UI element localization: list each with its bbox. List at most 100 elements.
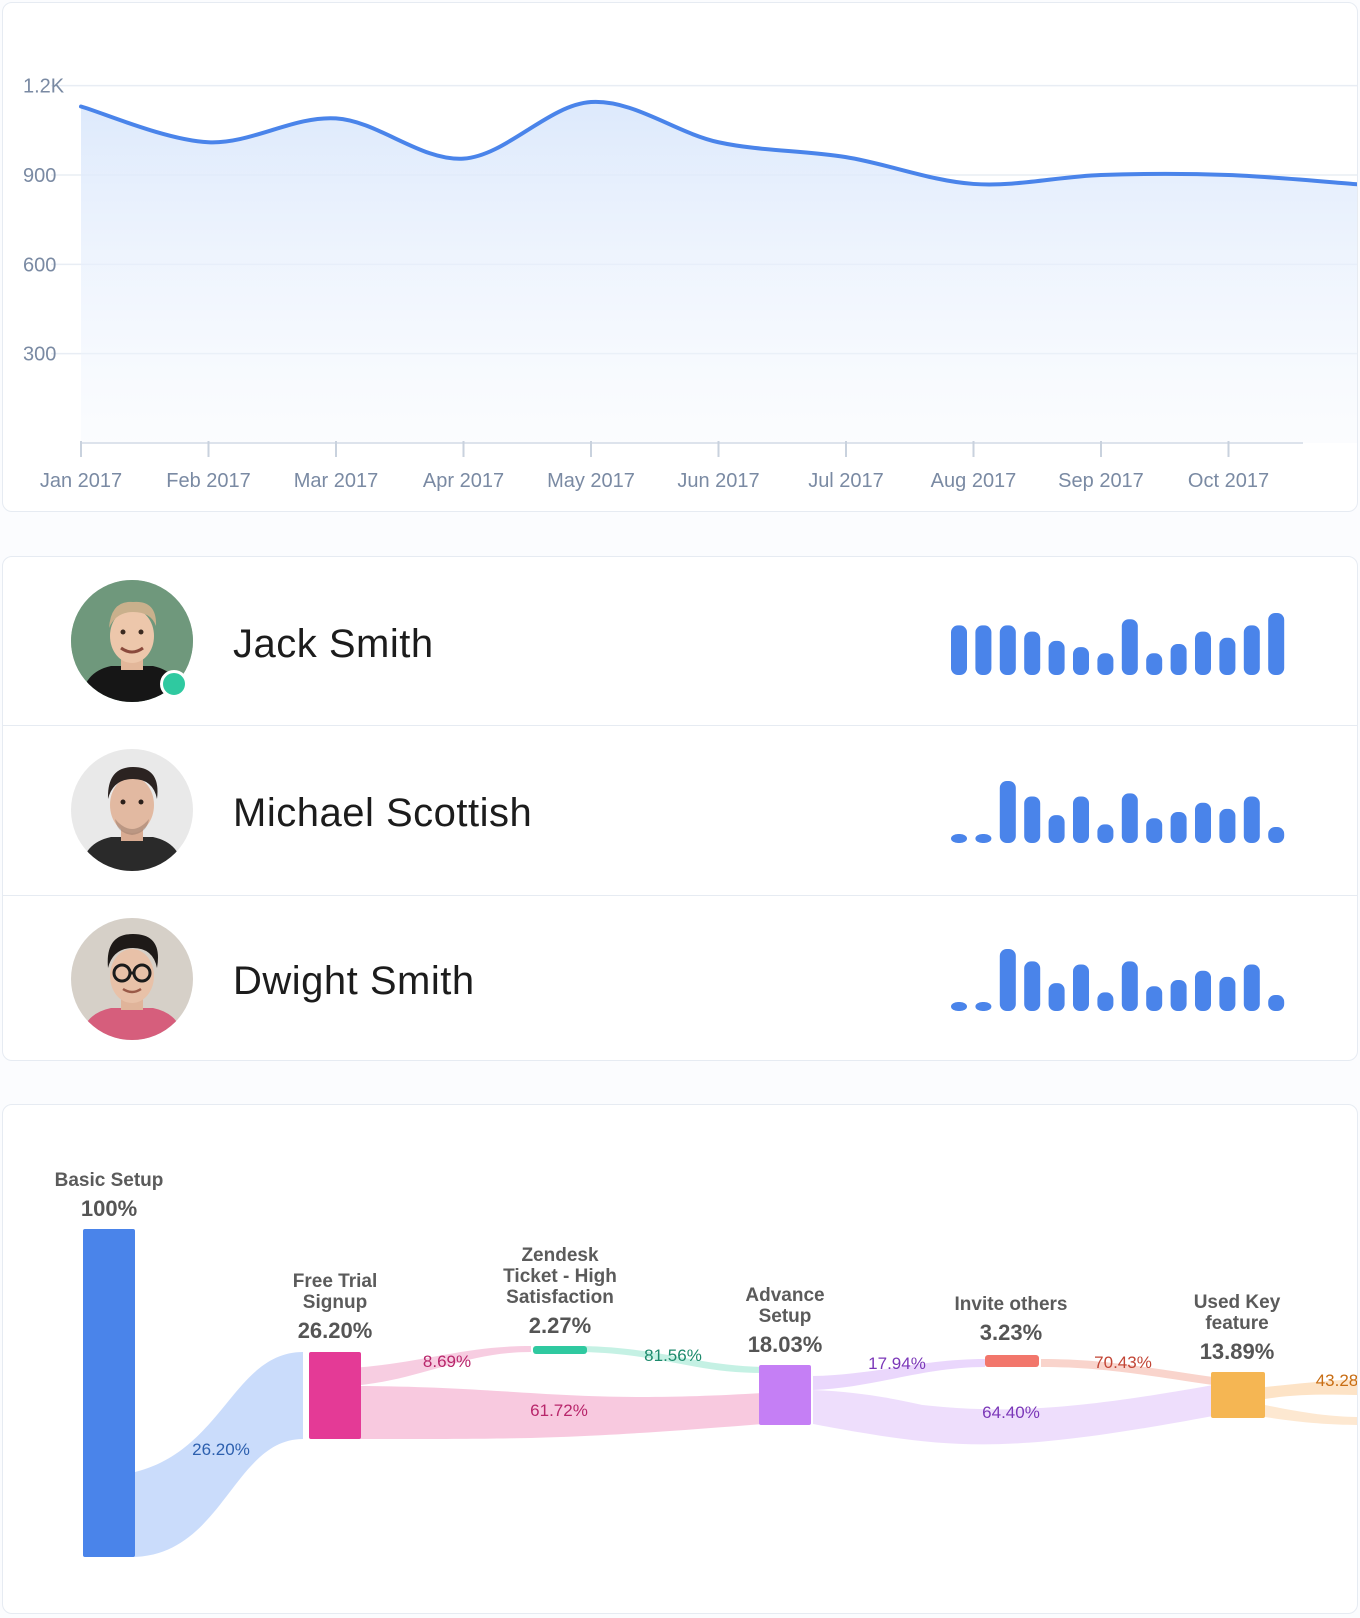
- flow-link: [351, 1386, 763, 1440]
- activity-bar: [1024, 796, 1041, 843]
- activity-bar: [1219, 976, 1236, 1011]
- link-label: 70.43%: [1094, 1353, 1152, 1372]
- node-value: 18.03%: [748, 1332, 823, 1357]
- activity-bar: [1097, 653, 1114, 675]
- activity-bar: [1121, 619, 1138, 675]
- node-label: Ticket - High: [503, 1266, 617, 1287]
- person-name: Jack Smith: [233, 622, 434, 666]
- node-label: Invite others: [955, 1294, 1068, 1315]
- person-name: Michael Scottish: [233, 791, 533, 835]
- activity-bar: [951, 834, 967, 843]
- activity-bar: [999, 781, 1016, 843]
- chart-area-fill: [81, 102, 1357, 443]
- x-tick-label: Jul 2017: [808, 470, 884, 492]
- node-label: Zendesk: [521, 1245, 599, 1266]
- activity-bar: [1219, 808, 1236, 843]
- node-value: 3.23%: [980, 1320, 1042, 1345]
- activity-bar: [999, 625, 1016, 675]
- node-label: Used Key: [1194, 1292, 1281, 1313]
- chart-series-line: [79, 100, 1357, 187]
- activity-bar: [951, 625, 967, 675]
- node-value: 13.89%: [1200, 1339, 1275, 1364]
- x-tick-label: Aug 2017: [931, 470, 1017, 492]
- x-tick-label: Sep 2017: [1058, 470, 1144, 492]
- activity-bar: [1268, 995, 1285, 1011]
- person-name: Dwight Smith: [233, 959, 475, 1003]
- x-tick-label: May 2017: [547, 470, 635, 492]
- avatar: [71, 749, 193, 871]
- online-status-badge: [160, 670, 188, 698]
- flow-link: [813, 1385, 1213, 1445]
- node-label: feature: [1205, 1313, 1268, 1334]
- x-tick-label: Jun 2017: [677, 470, 759, 492]
- flow-link: [1265, 1379, 1357, 1399]
- link-label: 64.40%: [982, 1403, 1040, 1422]
- activity-bar: [975, 834, 992, 843]
- link-label: 8.69%: [423, 1352, 471, 1371]
- activity-bar: [1146, 653, 1163, 675]
- funnel-node-zendesk-ticket[interactable]: [533, 1346, 587, 1354]
- person-avatar-icon: [71, 918, 193, 1040]
- activity-bar: [1243, 625, 1260, 675]
- link-label: 61.72%: [530, 1401, 588, 1420]
- funnel-node-advance-setup[interactable]: [759, 1365, 811, 1425]
- node-label: Basic Setup: [55, 1170, 164, 1191]
- activity-bar: [1024, 961, 1041, 1011]
- node-label: Advance: [745, 1285, 824, 1306]
- activity-sparkline: [951, 613, 1285, 675]
- activity-bar: [951, 1002, 967, 1011]
- activity-bar: [1170, 644, 1187, 675]
- activity-bar: [1048, 640, 1065, 675]
- activity-bar: [1195, 970, 1211, 1011]
- y-tick-label: 1.2K: [23, 76, 65, 98]
- flow-link: [583, 1346, 763, 1373]
- activity-bar: [1146, 986, 1163, 1011]
- activity-bar: [1048, 815, 1065, 843]
- x-tick-label: Oct 2017: [1188, 470, 1269, 492]
- funnel-node-free-trial-signup[interactable]: [309, 1352, 361, 1439]
- node-label: Satisfaction: [506, 1287, 614, 1308]
- activity-bar: [1073, 964, 1089, 1011]
- node-label: Setup: [759, 1306, 812, 1327]
- x-tick-label: Feb 2017: [166, 470, 251, 492]
- funnel-chart: Basic Setup 100% Free Trial Signup 26.20…: [55, 1170, 1357, 1557]
- activity-bar: [1097, 992, 1114, 1011]
- flow-link: [813, 1359, 985, 1390]
- node-value: 100%: [81, 1196, 137, 1221]
- activity-bar: [975, 625, 992, 675]
- link-label: 81.56%: [644, 1346, 702, 1365]
- activity-bar: [1146, 818, 1163, 843]
- activity-bar: [1243, 964, 1260, 1011]
- activity-bar: [1073, 796, 1089, 843]
- person-row[interactable]: Dwight Smith: [3, 895, 1357, 1060]
- funnel-node-basic-setup[interactable]: [83, 1229, 135, 1557]
- link-label: 17.94%: [868, 1354, 926, 1373]
- activity-bar: [1243, 796, 1260, 843]
- activity-bar: [1048, 983, 1065, 1011]
- activity-bar: [1219, 637, 1236, 675]
- y-tick-label: 600: [23, 254, 56, 276]
- x-tick-label: Jan 2017: [40, 470, 122, 492]
- x-tick-label: Apr 2017: [423, 470, 504, 492]
- activity-bar: [1170, 980, 1187, 1011]
- flow-link: [351, 1346, 531, 1386]
- activity-bar: [999, 949, 1016, 1011]
- line-chart-card: 300 600 900 1.2K Jan 2017 Feb 2017 Mar 2017 Ap…: [2, 2, 1358, 512]
- node-label: Free Trial: [293, 1271, 378, 1292]
- flow-link: [131, 1352, 303, 1557]
- funnel-node-used-key-feature[interactable]: [1211, 1372, 1265, 1418]
- activity-bar: [1195, 631, 1211, 675]
- activity-bar: [1268, 613, 1285, 675]
- node-label: Signup: [303, 1292, 367, 1313]
- flow-link: [1041, 1359, 1213, 1385]
- activity-bar: [1024, 631, 1041, 675]
- person-avatar-icon: [71, 749, 193, 871]
- activity-bar: [1097, 824, 1114, 843]
- x-tick-label: Mar 2017: [294, 470, 379, 492]
- person-row[interactable]: Jack Smith: [3, 557, 1357, 726]
- activity-bar: [1268, 827, 1285, 843]
- funnel-node-invite-others[interactable]: [985, 1355, 1039, 1367]
- y-tick-label: 300: [23, 344, 56, 366]
- person-row[interactable]: Michael Scottish: [3, 725, 1357, 896]
- activity-bar: [1195, 802, 1211, 843]
